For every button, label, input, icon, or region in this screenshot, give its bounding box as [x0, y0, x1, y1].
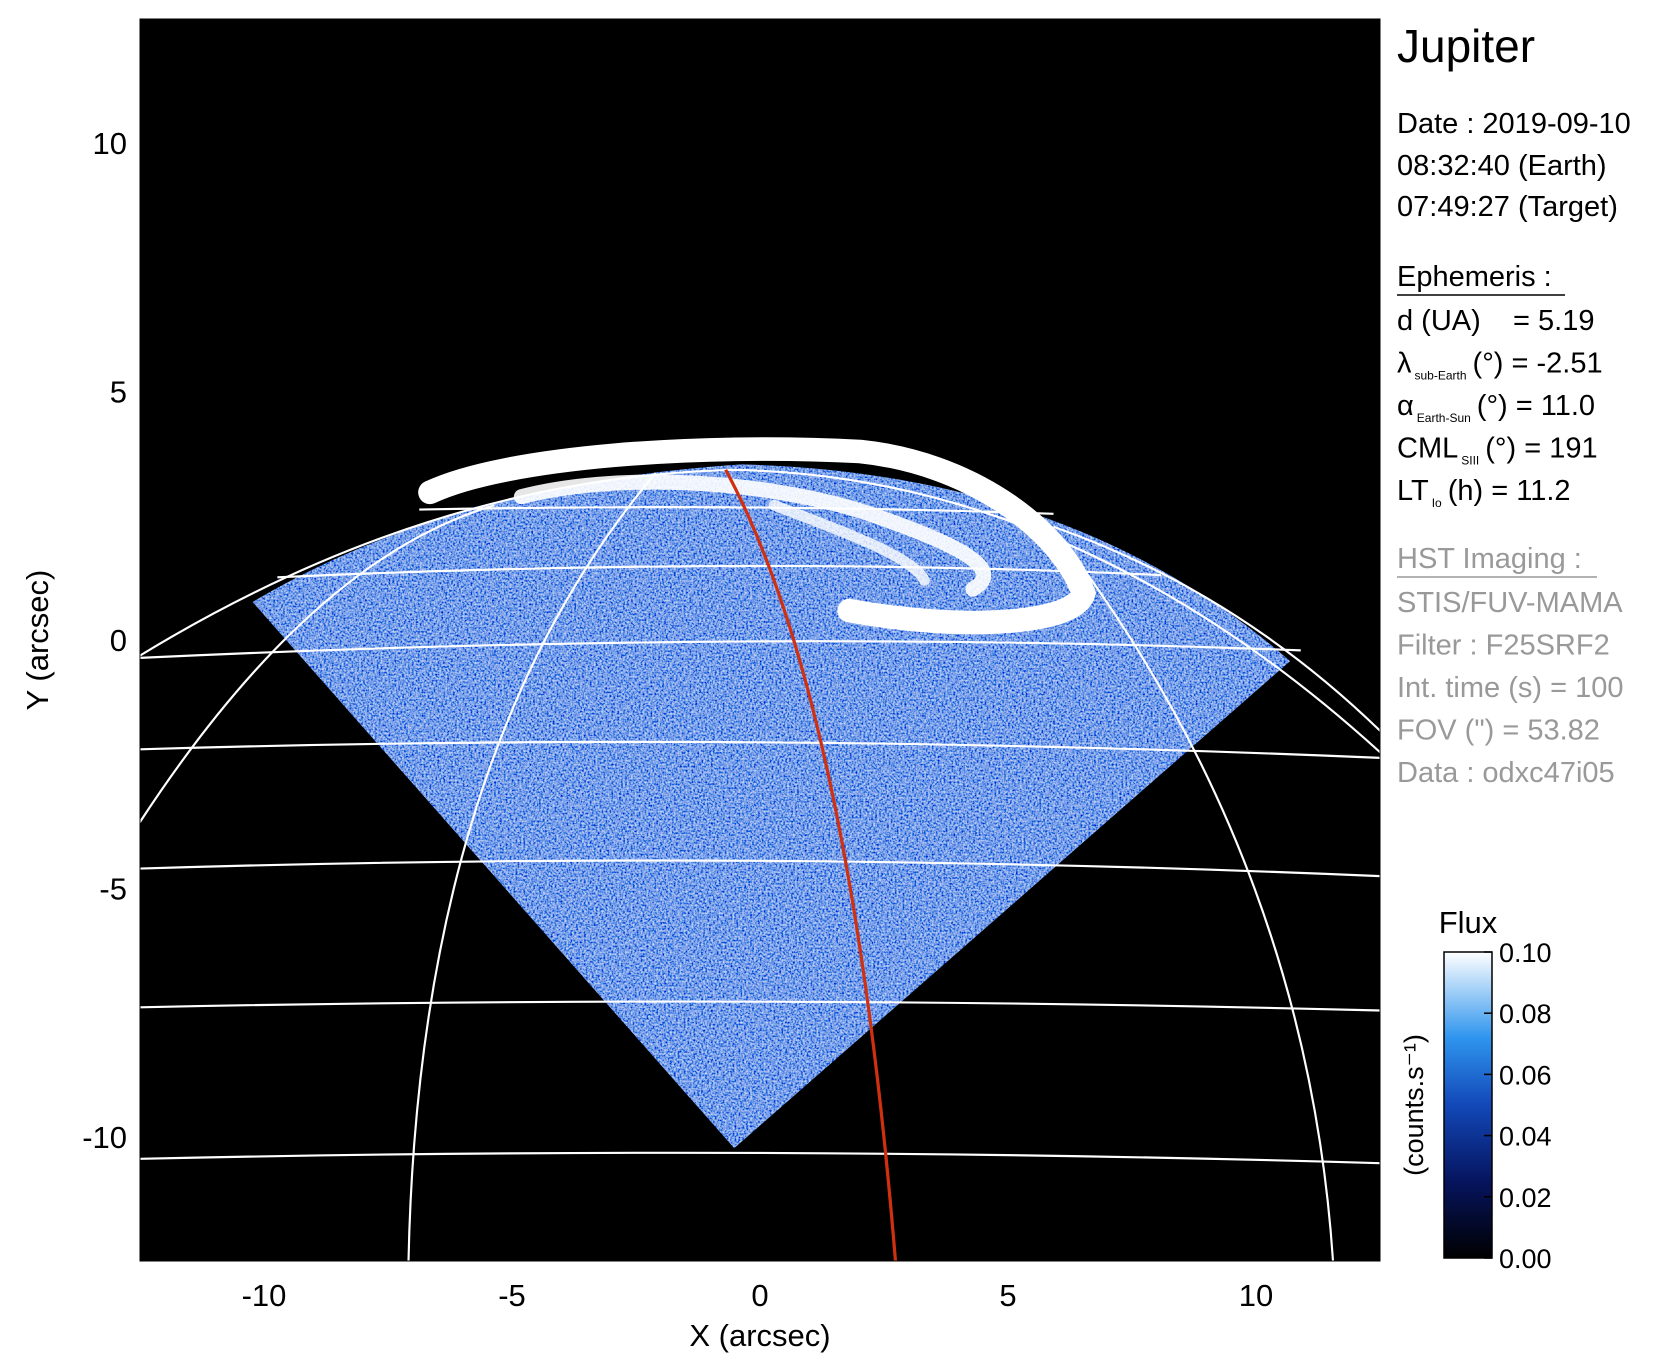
colorbar-ticks: 0.00 0.02 0.04 0.06 0.08 0.10 — [1484, 938, 1552, 1274]
x-tick-label: -10 — [242, 1278, 287, 1313]
colorbar-tick-label: 0.04 — [1499, 1122, 1552, 1152]
colorbar-tick-label: 0.02 — [1499, 1183, 1552, 1213]
x-tick-label: 0 — [751, 1278, 768, 1313]
imaging-line: Filter : F25SRF2 — [1397, 630, 1610, 662]
y-tick-label: 5 — [110, 375, 127, 410]
y-axis-label: Y (arcsec) — [20, 570, 55, 711]
ephemeris-line: λ sub-Earth (°) = -2.51 — [1397, 348, 1603, 383]
y-tick-label: 0 — [110, 623, 127, 658]
image — [140, 437, 1380, 1261]
ephemeris-line: d (UA) = 5.19 — [1397, 305, 1594, 337]
colorbar-tick-label: 0.10 — [1499, 938, 1552, 968]
emission-noise — [252, 464, 1291, 1149]
x-tick-label: 5 — [999, 1278, 1016, 1313]
ephemeris-line: α Earth-Sun (°) = 11.0 — [1397, 390, 1595, 425]
panel-title: Jupiter — [1397, 20, 1535, 72]
grid-overlay — [140, 468, 1380, 1261]
colorbar-tick-label: 0.06 — [1499, 1060, 1552, 1090]
x-tick-label: 10 — [1239, 1278, 1273, 1313]
colorbar — [1443, 951, 1493, 1259]
x-axis-label: X (arcsec) — [689, 1318, 830, 1353]
section-heading: Ephemeris : — [1397, 261, 1552, 293]
ephemeris-value: (h) = 11.2 — [1448, 475, 1571, 507]
axes: -10 -5 0 5 10 -10 -5 0 5 10 — [82, 126, 1273, 1313]
colorbar-unit: (counts.s⁻¹) — [1399, 1034, 1429, 1176]
ephemeris-value: (°) = 191 — [1485, 433, 1597, 465]
ephemeris-subscript: Io — [1432, 496, 1442, 510]
ephemeris-value: (°) = 11.0 — [1477, 390, 1595, 422]
date-line: 08:32:40 (Earth) — [1397, 150, 1607, 182]
y-tick-label: 10 — [93, 126, 127, 161]
ephemeris-line: CML SIII (°) = 191 — [1397, 433, 1598, 468]
y-tick-label: -5 — [99, 871, 127, 906]
ephemeris-symbol: λ — [1397, 348, 1412, 380]
colorbar-tick-label: 0.08 — [1499, 999, 1552, 1029]
imaging-line: STIS/FUV-MAMA — [1397, 587, 1623, 619]
x-tick-label: -5 — [498, 1278, 526, 1313]
imaging-line: Int. time (s) = 100 — [1397, 672, 1623, 704]
aurora — [418, 437, 1097, 635]
imaging: STIS/FUV-MAMA Filter : F25SRF2 Int. time (… — [1397, 587, 1623, 789]
ephemeris-subscript: SIII — [1461, 454, 1479, 468]
ephemeris-symbol: α — [1397, 390, 1414, 422]
colorbar-tick-label: 0.00 — [1499, 1244, 1552, 1274]
ephemeris-value: (°) = -2.51 — [1473, 348, 1603, 380]
ephemeris: d (UA) = 5.19 λ sub-Earth (°) = -2.51 α Earth… — [1397, 305, 1603, 510]
ephemeris-symbol: d (UA) = 5.19 — [1397, 305, 1594, 337]
central-meridian — [724, 469, 898, 1261]
imaging-line: Data : odxc47i05 — [1397, 757, 1615, 789]
imaging-line: FOV (") = 53.82 — [1397, 715, 1600, 747]
date-line: Date : 2019-09-10 — [1397, 108, 1631, 140]
date-line: 07:49:27 (Target) — [1397, 191, 1618, 223]
ephemeris-line: LT Io (h) = 11.2 — [1397, 475, 1571, 510]
ephemeris-symbol: LT — [1397, 475, 1429, 507]
ephemeris-symbol: CML — [1397, 433, 1458, 465]
y-tick-label: -10 — [82, 1120, 127, 1155]
ephemeris-subscript: Earth-Sun — [1417, 411, 1471, 425]
colorbar-label: Flux — [1439, 905, 1498, 940]
section-heading: HST Imaging : — [1397, 543, 1582, 575]
ephemeris-subscript: sub-Earth — [1415, 369, 1467, 383]
